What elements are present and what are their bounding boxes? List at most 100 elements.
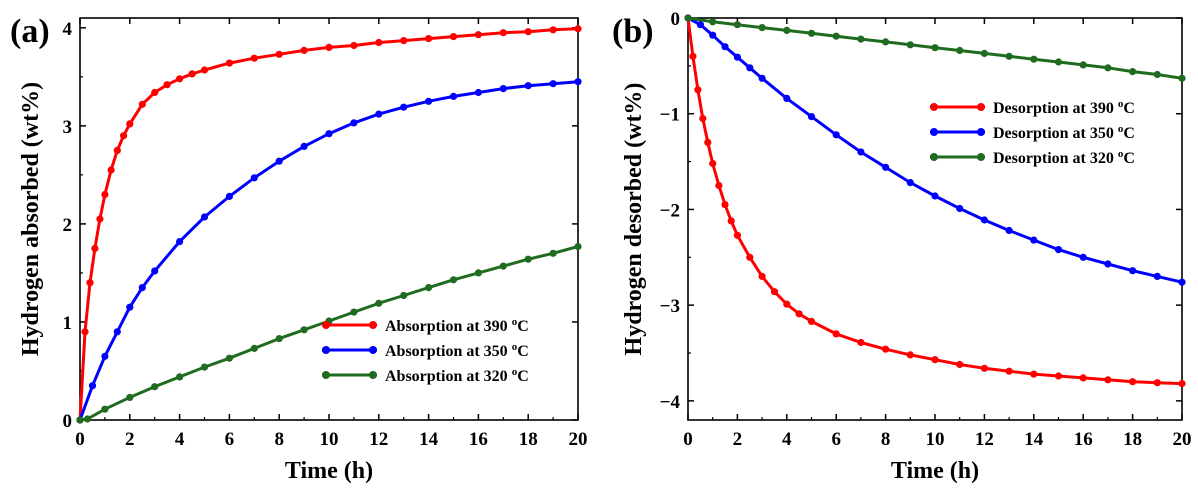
data-point xyxy=(1178,74,1186,82)
data-point xyxy=(1153,70,1161,79)
x-tick-label: 14 xyxy=(419,429,439,450)
data-point xyxy=(1030,55,1038,63)
x-tick-label: 10 xyxy=(926,429,945,450)
x-tick-label: 10 xyxy=(320,429,339,450)
data-point xyxy=(138,284,146,292)
x-tick-label: 16 xyxy=(469,429,488,450)
data-point xyxy=(956,360,964,369)
data-point xyxy=(350,41,358,50)
x-tick-label: 18 xyxy=(1123,429,1142,450)
data-point xyxy=(574,25,582,33)
data-point xyxy=(807,317,816,325)
data-point xyxy=(425,97,433,105)
data-point xyxy=(250,54,258,62)
data-point xyxy=(733,21,742,29)
data-point xyxy=(126,120,134,128)
data-point xyxy=(300,46,308,55)
data-point xyxy=(225,59,233,67)
data-point xyxy=(200,213,209,221)
data-point xyxy=(727,217,735,225)
legend-label: Absorption at 320 oC xyxy=(385,366,529,385)
data-point xyxy=(101,352,109,360)
data-point xyxy=(1005,226,1013,235)
data-point xyxy=(709,18,717,26)
data-point xyxy=(350,119,358,127)
data-point xyxy=(931,44,939,52)
data-point xyxy=(980,49,989,58)
data-point xyxy=(882,163,890,171)
data-point xyxy=(1054,58,1063,66)
data-point xyxy=(425,35,433,43)
data-point xyxy=(733,53,742,61)
data-point xyxy=(1005,367,1013,375)
data-point xyxy=(882,345,890,353)
y-tick-label: −3 xyxy=(660,296,680,317)
y-tick-label: −2 xyxy=(660,200,680,221)
x-tick-label: 16 xyxy=(1074,429,1093,450)
data-point xyxy=(151,383,159,391)
data-point xyxy=(1030,370,1038,378)
x-tick-label: 6 xyxy=(225,429,235,450)
x-tick-label: 4 xyxy=(175,429,185,450)
legend-marker xyxy=(322,371,330,379)
data-point xyxy=(425,284,433,292)
data-point xyxy=(524,82,532,90)
legend-label: Desorption at 390 oC xyxy=(993,98,1135,117)
data-point xyxy=(126,303,134,311)
data-point xyxy=(783,26,791,34)
legend-label: Desorption at 320 oC xyxy=(993,148,1135,167)
data-point xyxy=(1153,272,1161,280)
y-tick-label: 0 xyxy=(671,9,681,30)
data-point xyxy=(795,310,803,318)
x-tick-label: 12 xyxy=(369,429,388,450)
legend-label: Absorption at 350 oC xyxy=(385,341,529,360)
data-point xyxy=(81,328,89,336)
series-0 xyxy=(76,25,582,424)
data-point xyxy=(1005,52,1013,60)
legend-marker xyxy=(930,153,938,161)
data-point xyxy=(275,50,283,58)
data-point xyxy=(499,29,507,37)
data-point xyxy=(449,276,458,284)
data-point xyxy=(176,75,184,83)
data-point xyxy=(882,38,890,46)
data-point xyxy=(83,415,92,423)
legend-marker xyxy=(977,153,985,161)
data-point xyxy=(325,130,333,138)
data-point xyxy=(783,300,791,308)
x-tick-label: 18 xyxy=(519,429,538,450)
data-point xyxy=(151,267,159,275)
data-point xyxy=(770,288,779,296)
data-point xyxy=(120,132,128,140)
data-point xyxy=(857,148,865,156)
data-point xyxy=(151,88,159,97)
x-tick-label: 0 xyxy=(683,429,693,450)
x-tick-label: 12 xyxy=(975,429,994,450)
data-point xyxy=(524,28,532,36)
data-point xyxy=(746,253,754,261)
data-point xyxy=(126,393,134,401)
data-point xyxy=(832,32,840,40)
data-point xyxy=(200,66,209,74)
data-point xyxy=(200,363,209,371)
data-point xyxy=(449,33,458,41)
data-point xyxy=(1178,278,1186,286)
data-point xyxy=(101,405,109,413)
data-point xyxy=(980,216,989,224)
data-point xyxy=(275,335,283,343)
data-point xyxy=(188,70,196,78)
y-axis-title: Hydrogen absorbed (wt%) xyxy=(18,82,44,356)
y-tick-label: −1 xyxy=(660,105,680,126)
series-line xyxy=(686,17,1183,386)
legend-marker xyxy=(977,103,985,111)
data-point xyxy=(1054,372,1063,380)
y-tick-label: 0 xyxy=(63,411,73,432)
data-point xyxy=(709,31,717,39)
data-point xyxy=(400,291,408,300)
data-point xyxy=(1079,61,1087,69)
data-point xyxy=(758,74,766,82)
x-tick-label: 14 xyxy=(1024,429,1044,450)
data-point xyxy=(163,81,171,89)
